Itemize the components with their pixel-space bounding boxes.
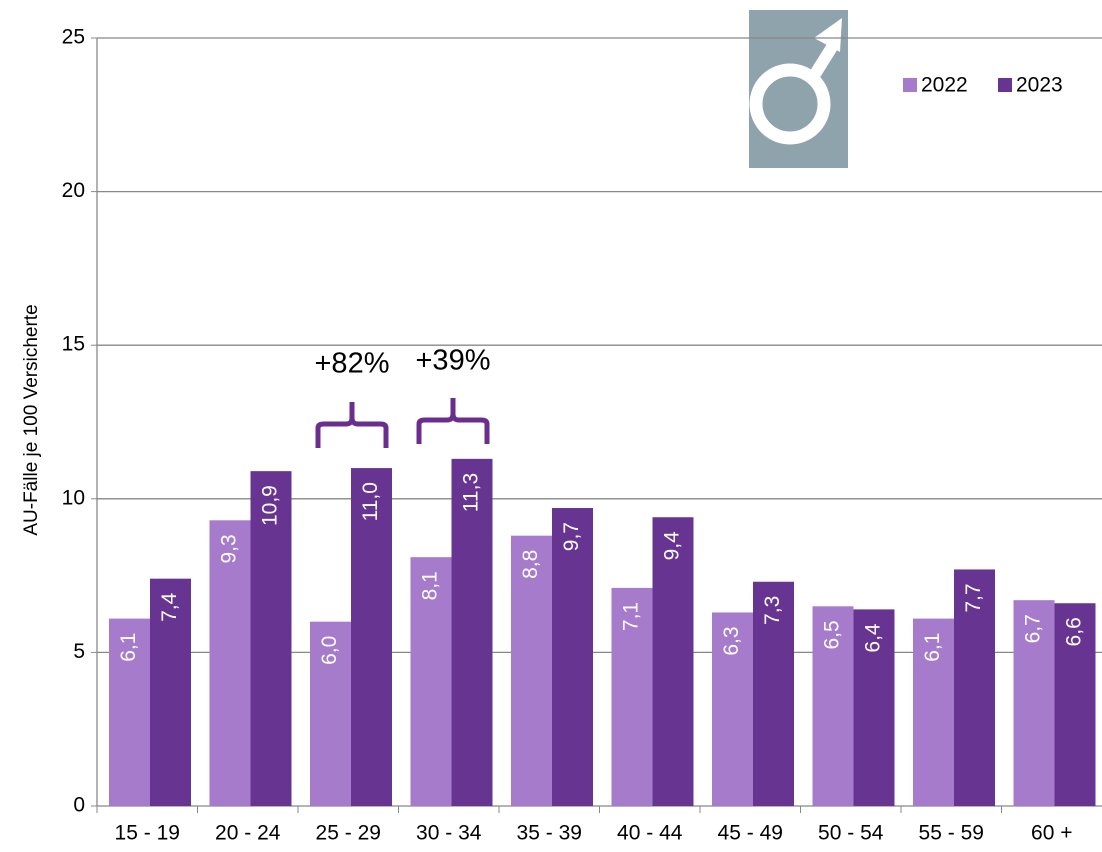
value-label: 6,6 (1063, 617, 1086, 646)
bar (611, 587, 653, 806)
value-label: 10,9 (259, 485, 282, 526)
value-label: 9,7 (560, 522, 583, 551)
bar (552, 508, 593, 806)
value-label: 6,1 (921, 633, 944, 662)
x-tick-label: 40 - 44 (617, 822, 683, 845)
annotation: +39% (416, 345, 491, 377)
brace (315, 402, 389, 448)
value-label: 8,8 (519, 550, 542, 579)
x-tick-label: 35 - 39 (517, 822, 582, 845)
bar (1013, 600, 1055, 806)
legend-swatch (998, 78, 1012, 92)
value-label: 11,3 (460, 473, 483, 512)
annotation: +82% (315, 348, 390, 380)
bar (209, 520, 251, 806)
legend-label: 2022 (921, 74, 968, 97)
y-axis-label: AU-Fälle je 100 Versicherte (21, 304, 42, 535)
value-label: 7,1 (620, 602, 643, 631)
y-tick-label: 20 (62, 179, 85, 202)
x-tick-label: 30 - 34 (416, 822, 482, 845)
value-label: 9,4 (661, 531, 684, 561)
y-tick-label: 25 (62, 26, 85, 49)
value-label: 7,7 (962, 583, 985, 612)
bar (652, 517, 694, 806)
value-label: 6,0 (318, 636, 341, 665)
value-label: 8,1 (419, 571, 442, 600)
bar (712, 612, 753, 806)
bar (511, 535, 552, 806)
x-tick-label: 60 + (1031, 822, 1072, 845)
bar (954, 569, 995, 806)
legend-label: 2023 (1016, 74, 1063, 97)
bar (310, 621, 351, 806)
bar (351, 468, 392, 806)
bar (410, 557, 452, 806)
y-tick-label: 10 (62, 486, 85, 509)
bar (109, 618, 150, 806)
bar (150, 578, 191, 806)
bar (853, 609, 895, 806)
y-tick-label: 0 (73, 794, 85, 817)
x-tick-label: 15 - 19 (115, 822, 180, 845)
legend-swatch (903, 78, 917, 92)
bar (753, 581, 794, 806)
y-tick-label: 15 (62, 333, 85, 356)
value-label: 6,1 (117, 633, 140, 662)
x-tick-label: 45 - 49 (718, 822, 783, 845)
male-icon (749, 10, 848, 168)
value-label: 6,3 (720, 626, 743, 655)
value-label: 7,4 (158, 592, 181, 622)
value-label: 9,3 (218, 534, 241, 563)
bar (913, 618, 954, 806)
brace (416, 398, 490, 444)
bar (451, 458, 493, 806)
value-label: 6,4 (862, 623, 885, 653)
x-tick-label: 50 - 54 (818, 822, 884, 845)
x-tick-label: 55 - 59 (919, 822, 984, 845)
bar (250, 471, 292, 806)
value-label: 6,5 (821, 620, 844, 649)
bar (1054, 603, 1096, 806)
x-tick-label: 20 - 24 (215, 822, 281, 845)
y-tick-label: 5 (73, 640, 85, 663)
value-label: 11,0 (359, 482, 382, 521)
x-tick-label: 25 - 29 (316, 822, 381, 845)
bar (812, 606, 854, 806)
value-label: 7,3 (761, 596, 784, 625)
value-label: 6,7 (1022, 614, 1045, 643)
